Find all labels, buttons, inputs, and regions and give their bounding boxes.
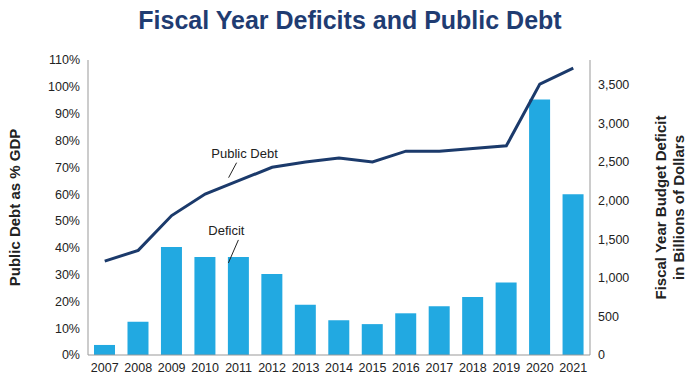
svg-text:20%: 20%: [55, 295, 80, 309]
svg-text:2,500: 2,500: [598, 155, 629, 169]
svg-text:2011: 2011: [225, 361, 252, 375]
svg-text:110%: 110%: [49, 53, 80, 67]
svg-text:2014: 2014: [325, 361, 353, 375]
svg-text:50%: 50%: [55, 214, 80, 228]
svg-text:1,000: 1,000: [598, 271, 629, 285]
svg-text:500: 500: [598, 310, 619, 324]
svg-text:0: 0: [598, 348, 605, 362]
svg-text:2017: 2017: [425, 361, 453, 375]
svg-text:2013: 2013: [292, 361, 320, 375]
svg-text:2018: 2018: [459, 361, 487, 375]
svg-text:2008: 2008: [124, 361, 152, 375]
svg-text:100%: 100%: [48, 80, 80, 94]
svg-text:60%: 60%: [55, 188, 80, 202]
svg-text:2015: 2015: [359, 361, 387, 375]
svg-text:90%: 90%: [55, 107, 80, 121]
svg-text:Public Debt: Public Debt: [211, 146, 278, 161]
html-text:Fiscal Year Deficits and Publi: Fiscal Year Deficits and Public Debt: [138, 6, 562, 34]
svg-text:2019: 2019: [492, 361, 520, 375]
svg-text:3,500: 3,500: [598, 78, 629, 92]
svg-text:2021: 2021: [559, 361, 587, 375]
svg-text:Fiscal Year Budget Deficit: Fiscal Year Budget Deficit: [652, 116, 669, 300]
svg-text:40%: 40%: [55, 241, 80, 255]
svg-text:2007: 2007: [91, 361, 119, 375]
svg-text:2009: 2009: [158, 361, 186, 375]
svg-text:Public Debt as % GDP: Public Debt as % GDP: [8, 129, 23, 287]
svg-text:3,000: 3,000: [598, 117, 629, 131]
svg-text:2012: 2012: [258, 361, 286, 375]
svg-text:2020: 2020: [526, 361, 554, 375]
svg-text:30%: 30%: [55, 268, 80, 282]
svg-text:1,500: 1,500: [598, 233, 629, 247]
svg-text:2016: 2016: [392, 361, 420, 375]
svg-text:80%: 80%: [55, 134, 80, 148]
svg-text:10%: 10%: [55, 322, 80, 336]
svg-text:in Billions of Dollars: in Billions of Dollars: [670, 135, 687, 280]
svg-text:70%: 70%: [55, 161, 80, 175]
svg-text:2010: 2010: [191, 361, 219, 375]
svg-text:2,000: 2,000: [598, 194, 629, 208]
svg-text:Deficit: Deficit: [208, 223, 245, 238]
svg-text:0%: 0%: [62, 348, 80, 362]
